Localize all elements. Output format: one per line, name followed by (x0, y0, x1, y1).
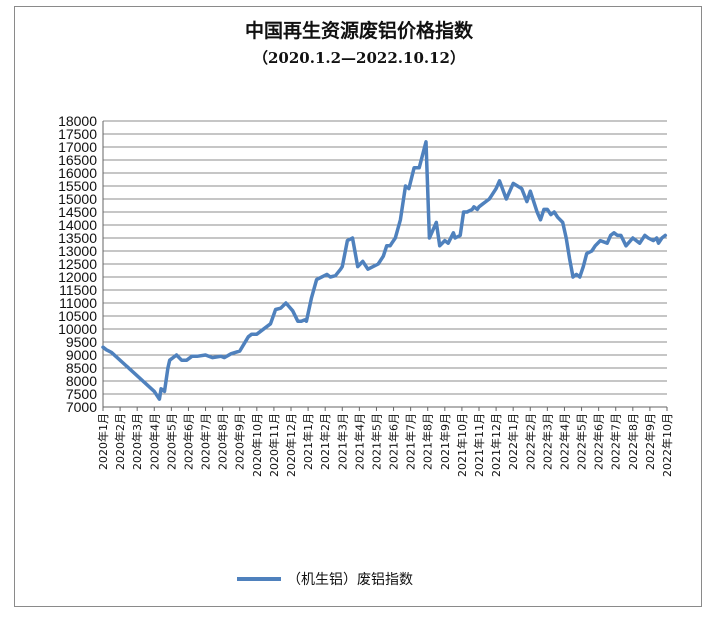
y-tick-label: 8500 (66, 360, 97, 376)
x-tick-label: 2020年3月 (130, 413, 144, 470)
x-tick-label: 2020年8月 (216, 413, 230, 470)
y-tick-label: 13500 (58, 230, 97, 246)
x-tick-label: 2021年8月 (421, 413, 435, 470)
x-tick-label: 2022年8月 (626, 413, 640, 470)
x-tick-label: 2021年7月 (404, 413, 418, 470)
axes (102, 121, 668, 411)
y-tick-label: 17500 (58, 126, 97, 142)
x-tick-label: 2022年9月 (643, 413, 657, 470)
x-axis-tick-labels: 2020年1月 2020年2月 2020年3月 2020年4月 2020年5月 2020年… (96, 413, 674, 477)
x-tick-label: 2020年11月 (267, 413, 281, 477)
x-tick-label: 2022年10月 (660, 413, 674, 477)
legend: （机生铝）废铝指数 (237, 572, 413, 588)
x-tick-label: 2021年10月 (455, 413, 469, 477)
x-tick-label: 2022年7月 (609, 413, 623, 470)
y-tick-label: 9000 (66, 347, 97, 363)
x-tick-label: 2022年5月 (575, 413, 589, 470)
x-tick-label: 2020年1月 (96, 413, 110, 470)
y-tick-label: 10500 (58, 308, 97, 324)
y-tick-label: 7000 (66, 399, 97, 415)
x-tick-label: 2020年10月 (250, 413, 264, 477)
y-tick-label: 15000 (58, 191, 97, 207)
chart-title: 中国再生资源废铝价格指数 (245, 19, 474, 42)
y-tick-label: 10000 (58, 321, 97, 337)
y-tick-label: 16500 (58, 152, 97, 168)
x-tick-label: 2022年4月 (557, 413, 571, 470)
y-tick-label: 14000 (58, 217, 97, 233)
chart-subtitle: （2020.1.2—2022.10.12） (253, 49, 465, 67)
x-tick-label: 2020年9月 (233, 413, 247, 470)
y-tick-label: 14500 (58, 204, 97, 220)
legend-label: （机生铝）废铝指数 (287, 572, 413, 588)
x-tick-label: 2020年2月 (113, 413, 127, 470)
x-tick-label: 2020年4月 (147, 413, 161, 470)
x-tick-label: 2022年3月 (540, 413, 554, 470)
x-tick-label: 2021年4月 (352, 413, 366, 470)
x-tick-label: 2020年6月 (181, 413, 195, 470)
y-tick-label: 17000 (58, 139, 97, 155)
y-tick-label: 12000 (58, 269, 97, 285)
y-tick-label: 11000 (59, 295, 97, 311)
x-tick-label: 2021年1月 (301, 413, 315, 470)
y-tick-label: 12500 (58, 256, 97, 272)
y-axis-tick-labels: 1800017500170001650016000155001500014500… (58, 113, 97, 415)
x-tick-label: 2021年11月 (472, 413, 486, 477)
x-tick-label: 2021年2月 (318, 413, 332, 470)
x-tick-label: 2022年1月 (506, 413, 520, 470)
y-tick-label: 8000 (66, 373, 97, 389)
y-tick-label: 11500 (59, 282, 97, 298)
x-tick-label: 2021年6月 (387, 413, 401, 470)
y-tick-label: 15500 (58, 178, 97, 194)
x-tick-label: 2022年2月 (523, 413, 537, 470)
y-tick-label: 16000 (58, 165, 97, 181)
x-tick-label: 2021年3月 (335, 413, 349, 470)
y-tick-label: 7500 (66, 386, 97, 402)
x-tick-label: 2020年7月 (199, 413, 213, 470)
line-chart: 中国再生资源废铝价格指数 （2020.1.2—2022.10.12） 18000… (58, 19, 674, 588)
y-tick-label: 18000 (58, 113, 97, 129)
x-tick-label: 2022年6月 (592, 413, 606, 470)
chart-frame: 中国再生资源废铝价格指数 （2020.1.2—2022.10.12） 18000… (14, 6, 702, 607)
series-line (101, 140, 668, 401)
x-tick-label: 2020年12月 (284, 413, 298, 477)
x-tick-label: 2020年5月 (164, 413, 178, 470)
x-tick-label: 2021年12月 (489, 413, 503, 477)
x-tick-label: 2021年9月 (438, 413, 452, 470)
y-tick-label: 9500 (66, 334, 97, 350)
y-tick-label: 13000 (58, 243, 97, 259)
series-layer (101, 140, 668, 401)
x-tick-label: 2021年5月 (369, 413, 383, 470)
